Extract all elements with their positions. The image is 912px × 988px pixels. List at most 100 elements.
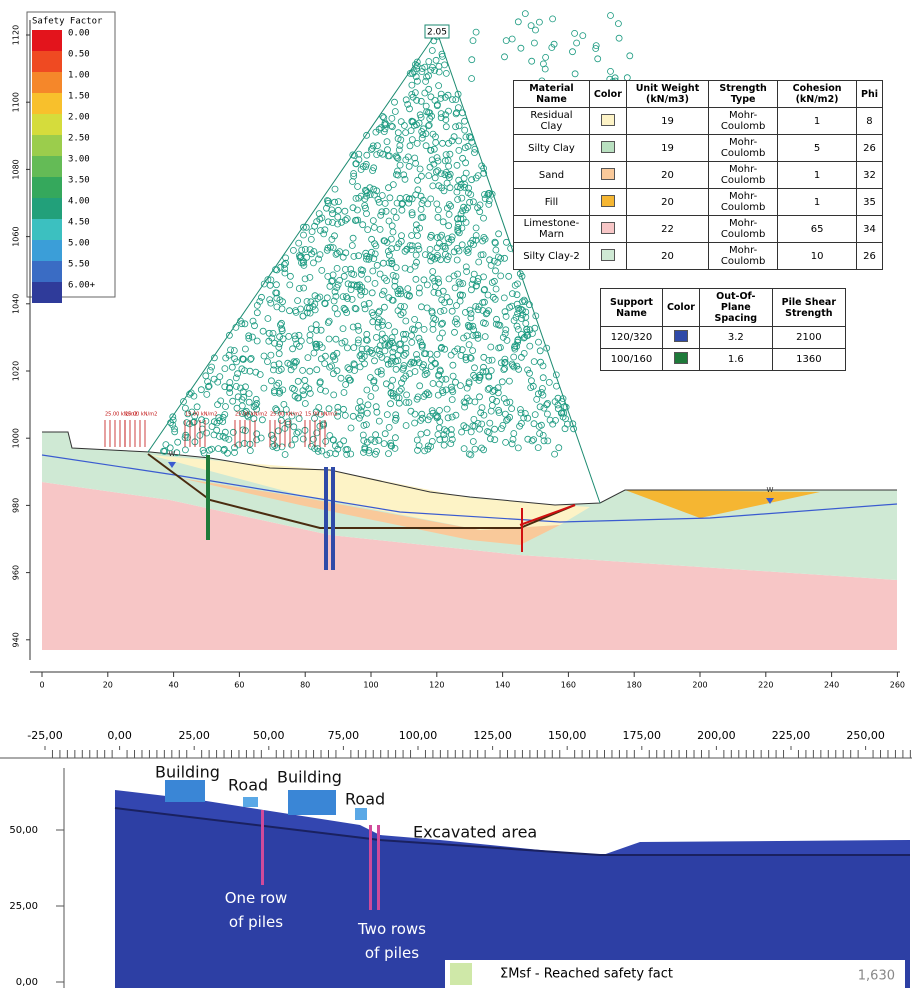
slip-center [534,396,540,402]
slip-center [498,273,504,279]
legend-swatch [32,198,62,219]
load-label: 15.00 kN/m2 [185,412,217,418]
color-swatch [674,352,688,364]
slip-center [627,53,633,59]
slip-center [440,219,446,225]
table-cell: 20 [626,162,708,189]
slip-center [397,347,403,353]
slip-center [393,215,399,221]
slip-center [364,331,370,337]
slip-center [523,320,529,326]
slip-center [423,143,429,149]
slip-center [414,140,420,146]
slip-center [440,140,446,146]
slip-center [364,387,370,393]
slip-center [260,328,266,334]
slip-center [393,366,399,372]
slip-center [493,286,499,292]
slip-center [235,371,241,377]
slip-center [412,316,418,322]
table-row: Sand20Mohr-Coulomb132 [514,162,883,189]
legend-label: 3.50 [68,176,90,186]
slip-center [405,286,411,292]
slip-center [357,364,363,370]
table-cell: 22 [626,216,708,243]
slip-center [506,273,512,279]
slip-center [543,54,549,60]
slip-center [334,311,340,317]
slip-center [298,306,304,312]
slip-center [373,243,379,249]
slip-center [531,437,537,443]
slip-center [481,274,487,280]
slip-center [163,442,169,448]
slip-center [536,19,542,25]
slip-center [319,215,325,221]
slip-center [254,310,260,316]
slip-center [296,286,302,292]
slip-center [378,368,384,374]
color-swatch [601,195,615,207]
color-cell [662,349,699,371]
slip-center [464,248,470,254]
slip-center [396,147,402,153]
slip-center [230,429,236,435]
slip-center [369,236,375,242]
slip-center [470,348,476,354]
pile [369,825,372,910]
slip-center [341,390,347,396]
slip-center [377,226,383,232]
slip-center [422,90,428,96]
x-tick-label: 50,00 [253,729,285,742]
slip-center [340,254,346,260]
slip-center [455,105,461,111]
slip-center [482,334,488,340]
slip-center [349,271,355,277]
slip-center [181,399,187,405]
slip-center [376,418,382,424]
slip-center [574,40,580,46]
slip-center [413,276,419,282]
legend-label: 2.00 [68,113,90,123]
slip-center [532,412,538,418]
slip-center [470,38,476,44]
slip-center [472,446,478,452]
slip-center [503,239,509,245]
slip-center [276,428,282,434]
annotation: Road [228,776,268,795]
slip-center [434,201,440,207]
slip-center [446,223,452,229]
slip-center [364,132,370,138]
slip-center [436,63,442,69]
result-text: ΣMsf - Reached safety fact [500,967,673,982]
slip-center [380,260,386,266]
slip-center [282,270,288,276]
annotation: Excavated area [413,823,537,842]
slip-center [253,396,259,402]
slip-center [373,334,379,340]
slip-center [209,446,215,452]
slip-center [412,411,418,417]
slip-center [493,247,499,253]
slip-center [308,236,314,242]
slip-center [455,271,461,277]
slip-center [462,127,468,133]
slip-center [425,417,431,423]
slip-center [349,243,355,249]
slip-center [223,404,229,410]
slip-center [268,300,274,306]
slip-center [300,313,306,319]
table-cell: 19 [626,108,708,135]
water-label: W [169,450,176,458]
slip-center [481,215,487,221]
slip-center [289,442,295,448]
slip-center [314,367,320,373]
slip-center [418,206,424,212]
slip-center [300,388,306,394]
slip-center [318,228,324,234]
slip-center [503,439,509,445]
slip-center [226,436,232,442]
slip-center [488,408,494,414]
slip-center [403,130,409,136]
slip-center [550,16,556,22]
